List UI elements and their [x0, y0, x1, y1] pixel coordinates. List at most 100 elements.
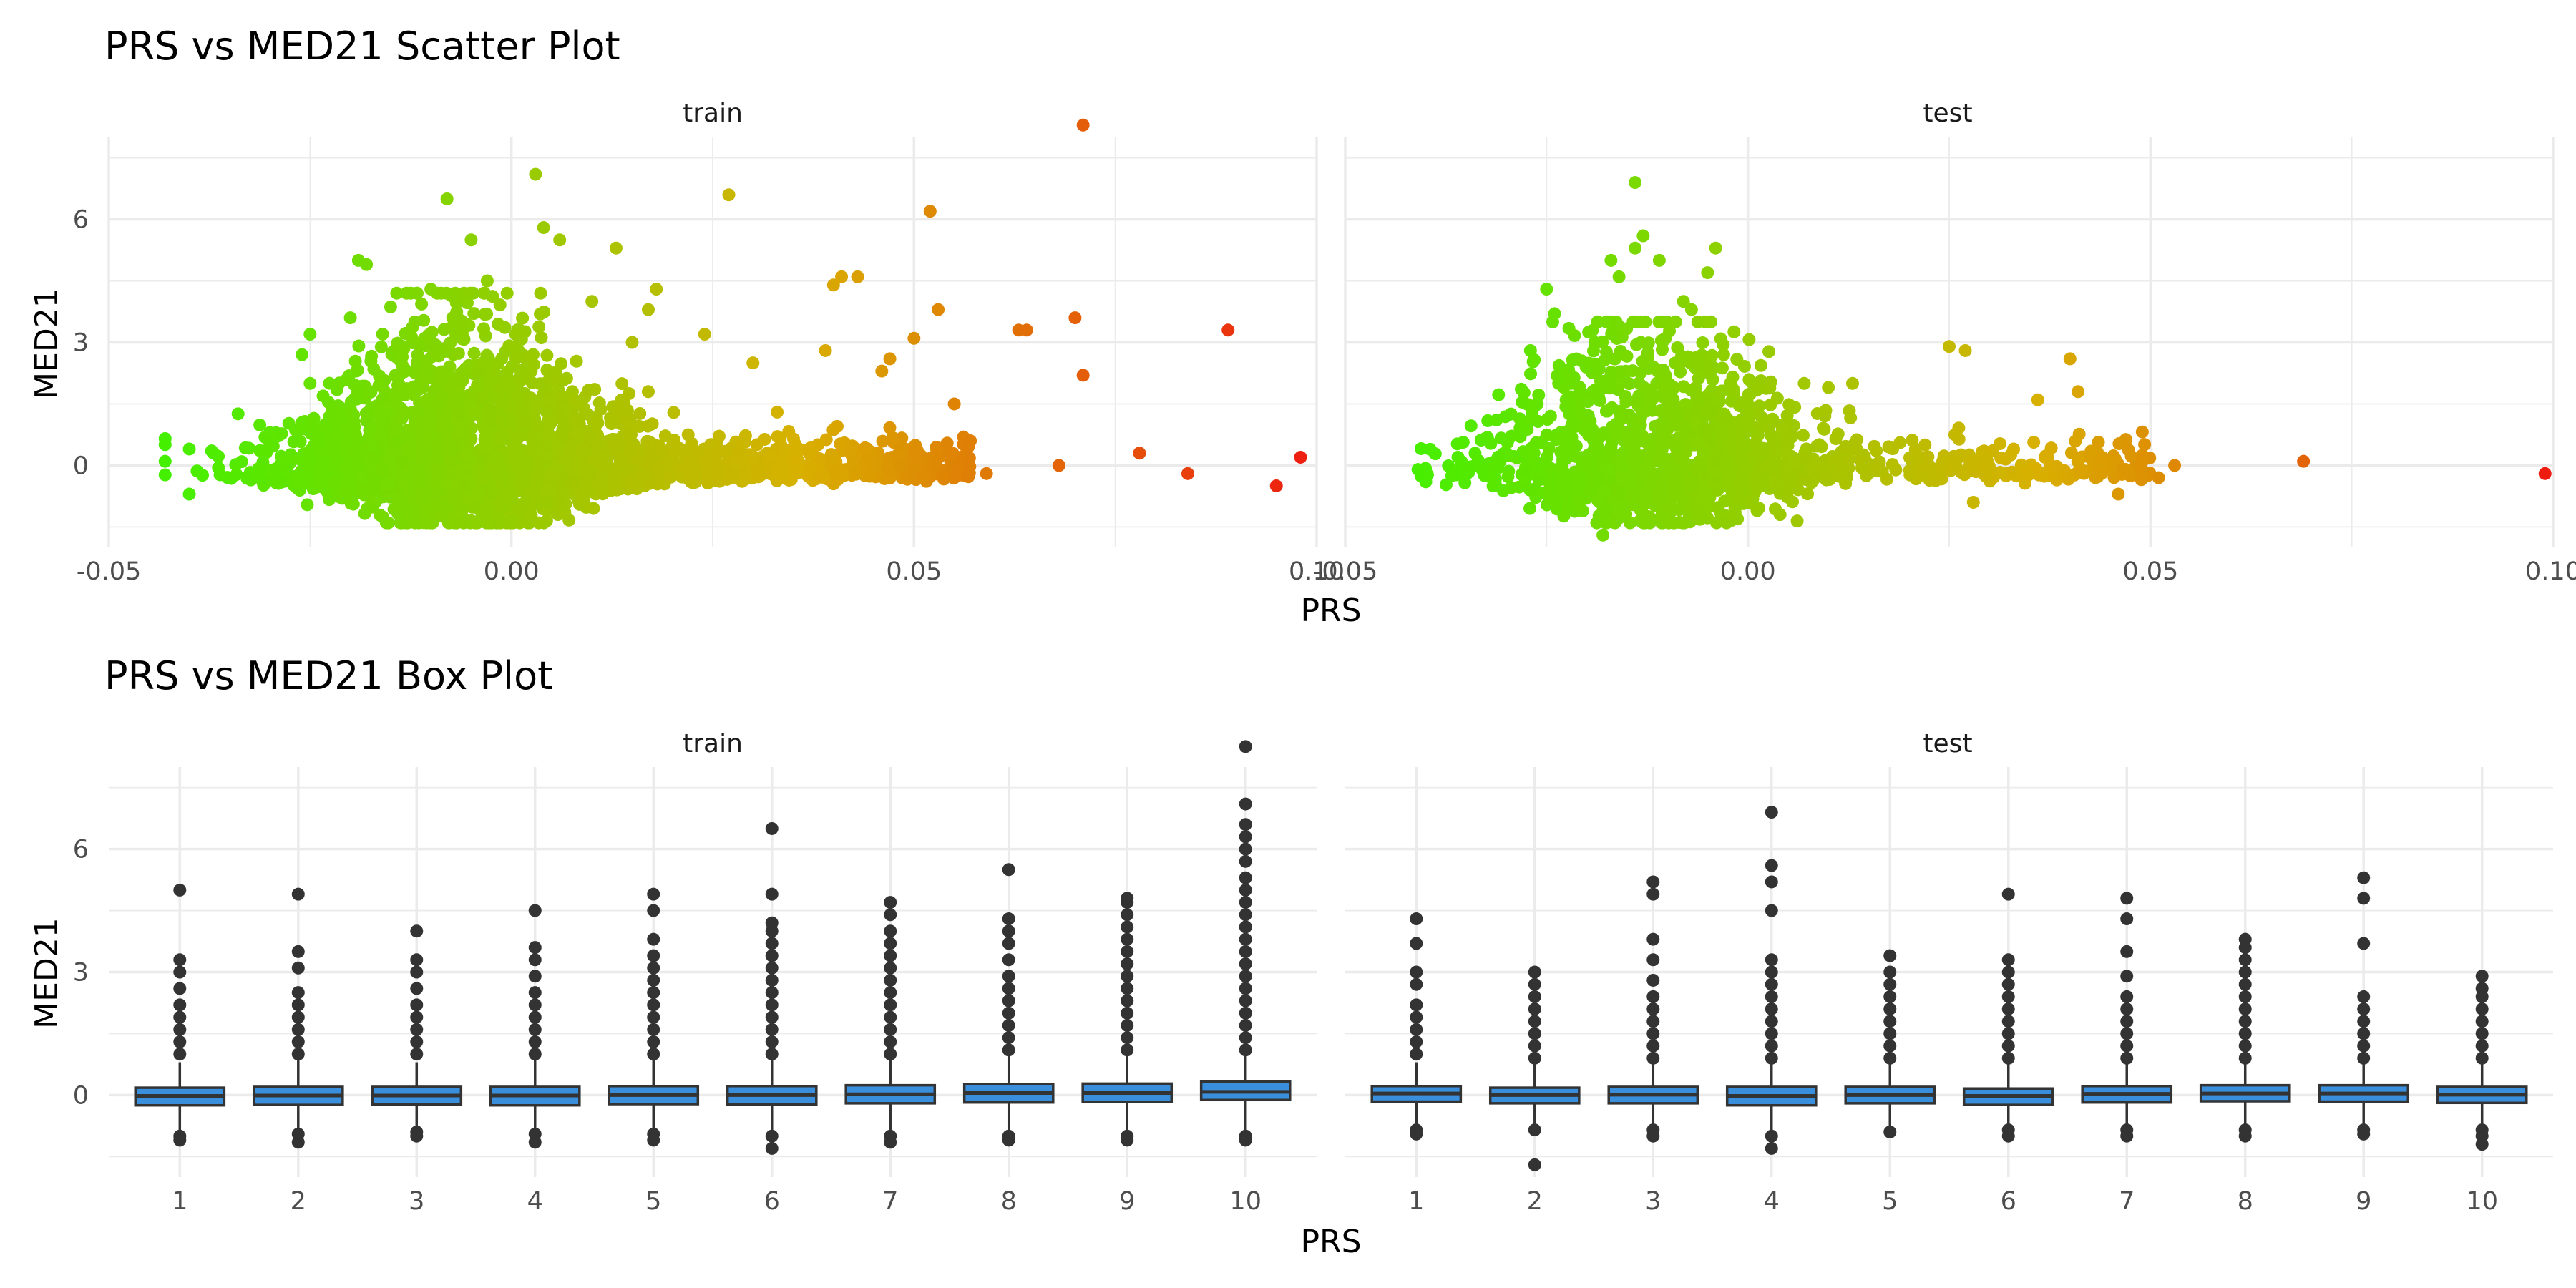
box-outlier	[291, 1023, 305, 1036]
scatter-point	[937, 472, 950, 486]
scatter-point	[1588, 441, 1601, 454]
scatter-point	[493, 409, 507, 422]
scatter-point	[1843, 404, 1856, 418]
x-tick-label: 2	[1527, 1187, 1543, 1216]
scatter-point	[376, 392, 389, 406]
scatter-point	[587, 502, 600, 515]
scatter-point	[883, 421, 897, 434]
scatter-point	[1637, 381, 1651, 394]
scatter-point	[788, 436, 801, 450]
scatter-point	[1702, 361, 1716, 374]
scatter-point	[1724, 472, 1737, 485]
x-tick-label: 0.05	[2122, 557, 2178, 586]
scatter-point	[1620, 322, 1634, 336]
scatter-point	[429, 340, 442, 353]
scatter-point	[623, 427, 636, 441]
scatter-point	[1753, 479, 1767, 493]
scatter-point	[1770, 391, 1784, 405]
box-outlier	[1121, 908, 1134, 922]
scatter-point	[413, 474, 426, 487]
box-outlier	[2120, 1129, 2134, 1143]
scatter-point	[2014, 458, 2028, 472]
scatter-point	[893, 457, 907, 471]
scatter-point	[1598, 485, 1611, 499]
scatter-point	[1464, 419, 1478, 433]
scatter-point	[746, 452, 760, 466]
scatter-point	[1615, 462, 1629, 476]
scatter-point	[466, 500, 479, 514]
box-outlier	[765, 1129, 779, 1143]
scatter-point	[1782, 467, 1796, 481]
scatter-point	[464, 432, 478, 446]
scatter-point	[2031, 393, 2044, 406]
scatter-point	[182, 487, 196, 501]
scatter-point	[548, 367, 562, 381]
scatter-point	[540, 495, 553, 509]
scatter-point	[1619, 389, 1632, 403]
scatter-point	[1634, 412, 1647, 426]
box-outlier	[2001, 990, 2015, 1003]
scatter-point	[2135, 467, 2148, 481]
scatter-point	[1833, 452, 1846, 466]
scatter-point	[1523, 483, 1537, 497]
y-tick-label: 0	[73, 452, 89, 480]
scatter-point	[1542, 441, 1556, 455]
scatter-point	[1782, 398, 1796, 411]
box-outlier	[1883, 1051, 1897, 1065]
scatter-point	[1603, 444, 1616, 458]
scatter-point	[1657, 364, 1670, 377]
y-tick-label: 3	[73, 329, 89, 358]
box-outlier	[647, 1133, 660, 1147]
box-outlier	[1002, 982, 1015, 995]
x-tick-label: 5	[645, 1187, 661, 1216]
box-outlier	[1239, 994, 1252, 1008]
box-outlier	[2475, 1027, 2489, 1040]
box-outlier	[1765, 1015, 1778, 1028]
box-outlier	[2001, 1027, 2015, 1040]
box-outlier	[2120, 1039, 2134, 1053]
scatter-point	[946, 447, 960, 460]
scatter-point	[407, 380, 421, 394]
box-outlier	[1410, 1035, 1423, 1048]
scatter-point	[1629, 241, 1642, 255]
box-outlier	[2475, 970, 2489, 983]
box-panel-test: 1 2 3 4 5 6 7 8 9 10	[1345, 767, 2553, 1216]
box-outlier	[2120, 1051, 2134, 1065]
scatter-point	[250, 469, 264, 482]
scatter-point	[1718, 454, 1732, 468]
box-outlier	[647, 1048, 660, 1061]
scatter-point	[964, 434, 977, 448]
box-outlier	[410, 953, 424, 967]
scatter-point	[829, 465, 842, 479]
scatter-point	[554, 500, 567, 514]
box-outlier	[647, 904, 660, 917]
scatter-point	[1696, 493, 1709, 507]
scatter-point	[1727, 382, 1740, 396]
scatter-point	[1839, 439, 1853, 453]
box-outlier	[1765, 1002, 1778, 1016]
scatter-point	[843, 445, 857, 459]
scatter-point	[319, 420, 333, 434]
box-outlier	[2475, 1138, 2489, 1151]
scatter-point	[826, 278, 840, 292]
box-outlier	[1646, 1002, 1660, 1016]
scatter-point	[482, 516, 495, 530]
scatter-point	[650, 283, 663, 296]
scatter-point	[540, 348, 554, 362]
box-outlier	[1765, 1039, 1778, 1053]
scatter-point	[514, 364, 527, 377]
scatter-point	[1596, 528, 1610, 542]
scatter-point	[369, 494, 383, 508]
box-outlier	[2238, 965, 2252, 979]
scatter-point	[554, 489, 567, 502]
scatter-point	[722, 188, 736, 202]
scatter-point	[350, 389, 364, 402]
scatter-point	[467, 346, 481, 360]
scatter-point	[542, 394, 555, 407]
scatter-point	[289, 469, 303, 483]
box-outlier	[647, 1023, 660, 1036]
scatter-point	[1654, 491, 1667, 504]
scatter-point	[1947, 451, 1961, 464]
scatter-point	[1677, 418, 1691, 431]
scatter-point	[1608, 422, 1621, 436]
